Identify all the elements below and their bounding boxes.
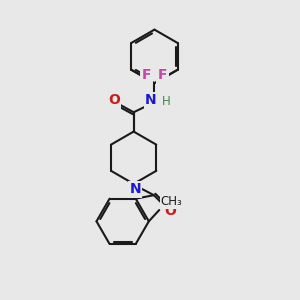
Text: O: O [165, 204, 176, 218]
Text: F: F [142, 68, 151, 83]
Text: N: N [129, 182, 141, 196]
Text: O: O [108, 93, 120, 107]
Text: N: N [145, 93, 157, 107]
Text: CH₃: CH₃ [160, 195, 182, 208]
Text: H: H [161, 95, 170, 108]
Text: F: F [158, 68, 167, 83]
